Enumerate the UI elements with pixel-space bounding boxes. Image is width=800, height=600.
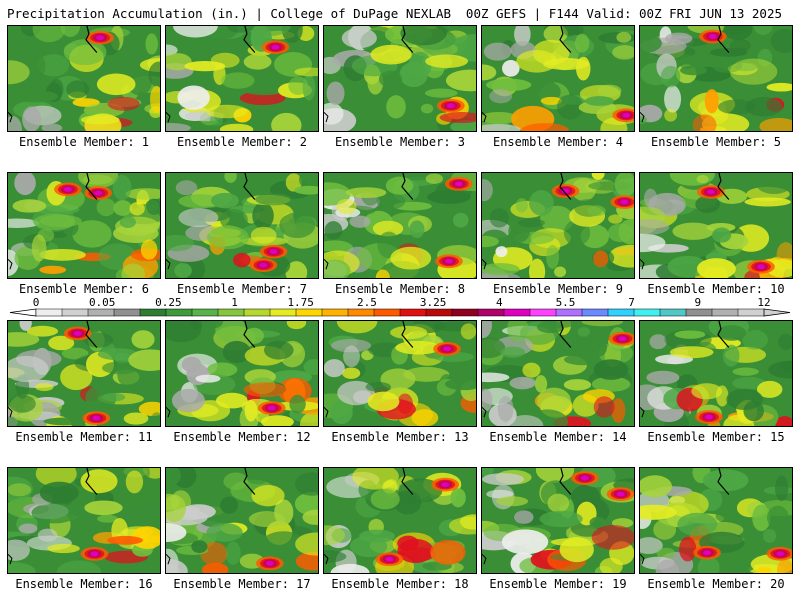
ensemble-member-label: Ensemble Member: 8 (334, 282, 466, 296)
colorbar-swatch (139, 308, 167, 317)
ensemble-member-label: Ensemble Member: 11 (15, 430, 153, 444)
ensemble-member-label: Ensemble Member: 4 (492, 135, 624, 149)
ensemble-member-map (481, 320, 635, 427)
colorbar-swatch (87, 308, 115, 317)
colorbar-swatch (217, 308, 245, 317)
colorbar-tick-label: 9 (694, 296, 701, 309)
colorbar-swatch (269, 308, 297, 317)
ensemble-member-map (639, 467, 793, 574)
ensemble-member-map (639, 172, 793, 279)
ensemble-member-label: Ensemble Member: 7 (176, 282, 308, 296)
ensemble-member-map (7, 467, 161, 574)
colorbar-swatch (295, 308, 323, 317)
ensemble-member-label: Ensemble Member: 1 (18, 135, 150, 149)
ensemble-member-label: Ensemble Member: 18 (331, 577, 469, 591)
colorbar-swatch (425, 308, 453, 317)
colorbar-swatch (711, 308, 739, 317)
colorbar-swatch (113, 308, 141, 317)
colorbar-swatch (581, 308, 609, 317)
model-run-info: 00Z GEFS | F144 Valid: 00Z FRI JUN 13 20… (465, 6, 782, 21)
colorbar-tick-label: 0 (33, 296, 40, 309)
ensemble-member-map (7, 172, 161, 279)
colorbar-min-arrow (9, 308, 37, 317)
ensemble-member-label: Ensemble Member: 13 (331, 430, 469, 444)
colorbar-swatch (529, 308, 557, 317)
ensemble-member-map (165, 172, 319, 279)
ensemble-member-label: Ensemble Member: 16 (15, 577, 153, 591)
ensemble-member-label: Ensemble Member: 5 (650, 135, 782, 149)
ensemble-member-map (165, 25, 319, 132)
colorbar-swatch (633, 308, 661, 317)
colorbar-swatch (347, 308, 375, 317)
ensemble-member-map (7, 25, 161, 132)
ensemble-member-map (323, 25, 477, 132)
colorbar-tick-label: 0.05 (89, 296, 116, 309)
colorbar-swatch (477, 308, 505, 317)
ensemble-member-label: Ensemble Member: 17 (173, 577, 311, 591)
colorbar-swatch (191, 308, 219, 317)
ensemble-member-map (481, 25, 635, 132)
colorbar-swatch (399, 308, 427, 317)
ensemble-member-label: Ensemble Member: 19 (489, 577, 627, 591)
ensemble-member-map (165, 467, 319, 574)
ensemble-member-label: Ensemble Member: 12 (173, 430, 311, 444)
chart-title: Precipitation Accumulation (in.) | Colle… (7, 6, 452, 21)
ensemble-member-map (323, 467, 477, 574)
ensemble-member-label: Ensemble Member: 2 (176, 135, 308, 149)
ensemble-member-map (639, 25, 793, 132)
colorbar-swatch (35, 308, 63, 317)
colorbar-tick-label: 0.25 (155, 296, 182, 309)
colorbar-swatch (61, 308, 89, 317)
ensemble-member-map (323, 172, 477, 279)
colorbar-tick-label: 5.5 (556, 296, 576, 309)
ensemble-member-label: Ensemble Member: 15 (647, 430, 785, 444)
ensemble-member-label: Ensemble Member: 3 (334, 135, 466, 149)
colorbar-tick-label: 1 (231, 296, 238, 309)
colorbar-tick-label: 7 (628, 296, 635, 309)
colorbar-swatch (373, 308, 401, 317)
colorbar-tick-label: 3.25 (420, 296, 447, 309)
colorbar-swatch (451, 308, 479, 317)
ensemble-member-map (165, 320, 319, 427)
ensemble-member-label: Ensemble Member: 10 (647, 282, 785, 296)
ensemble-member-map (323, 320, 477, 427)
colorbar-swatch (165, 308, 193, 317)
precip-colorbar: 0 0.05 0.25 1 1.75 2.5 3.25 4 5.5 7 9 12 (9, 296, 791, 317)
colorbar-swatch (321, 308, 349, 317)
colorbar-tick-label: 4 (496, 296, 503, 309)
colorbar-swatch (659, 308, 687, 317)
colorbar-max-arrow (763, 308, 791, 317)
colorbar-swatch (503, 308, 531, 317)
ensemble-member-label: Ensemble Member: 9 (492, 282, 624, 296)
colorbar-tick-label: 1.75 (287, 296, 314, 309)
colorbar-swatch (243, 308, 271, 317)
colorbar-swatch (685, 308, 713, 317)
ensemble-member-map (481, 467, 635, 574)
colorbar-swatch (737, 308, 765, 317)
ensemble-member-label: Ensemble Member: 20 (647, 577, 785, 591)
ensemble-member-map (7, 320, 161, 427)
colorbar-tick-label: 12 (757, 296, 770, 309)
ensemble-member-label: Ensemble Member: 6 (18, 282, 150, 296)
ensemble-member-label: Ensemble Member: 14 (489, 430, 627, 444)
ensemble-member-map (639, 320, 793, 427)
ensemble-member-map (481, 172, 635, 279)
colorbar-tick-label: 2.5 (357, 296, 377, 309)
colorbar-swatch (607, 308, 635, 317)
colorbar-swatch (555, 308, 583, 317)
